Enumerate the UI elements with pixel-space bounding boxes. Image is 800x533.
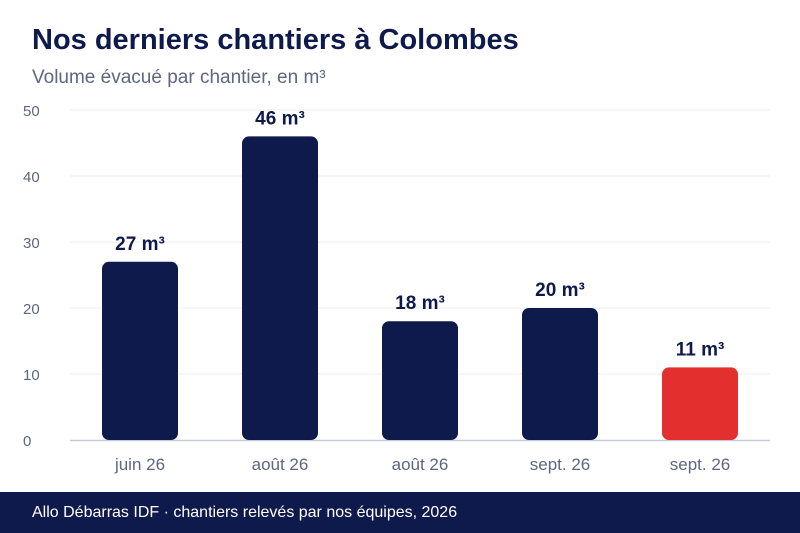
data-label: 11 m³ [676, 339, 725, 360]
y-tick-label: 30 [23, 235, 40, 252]
bar [242, 136, 318, 440]
bar [102, 261, 178, 440]
y-tick-label: 20 [23, 301, 40, 318]
footer-source-text: Allo Débarras IDF · chantiers relevés pa… [32, 504, 458, 521]
y-tick-label: 50 [23, 103, 40, 120]
x-tick-label: juin 26 [114, 455, 165, 474]
chart-title: Nos derniers chantiers à Colombes [32, 24, 519, 56]
x-tick-label: août 26 [252, 455, 309, 474]
x-tick-label: août 26 [392, 455, 449, 474]
data-label: 20 m³ [535, 280, 585, 301]
bar-chart: 0 10 20 30 40 50 27 m³ juin 26 46 m³ août 26 18 m³… [23, 103, 770, 474]
y-tick-label: 10 [23, 367, 40, 384]
x-tick-label: sept. 26 [670, 455, 731, 474]
bar [522, 308, 598, 440]
data-label: 27 m³ [115, 234, 165, 255]
footer-banner: Allo Débarras IDF · chantiers relevés pa… [0, 492, 800, 533]
bar [662, 367, 738, 440]
x-tick-label: sept. 26 [530, 455, 591, 474]
chart-subtitle: Volume évacué par chantier, en m³ [32, 67, 326, 88]
bar [382, 321, 458, 440]
data-label: 18 m³ [395, 293, 445, 314]
y-tick-label: 40 [23, 169, 40, 186]
data-label: 46 m³ [255, 108, 305, 129]
y-tick-label: 0 [23, 433, 31, 450]
